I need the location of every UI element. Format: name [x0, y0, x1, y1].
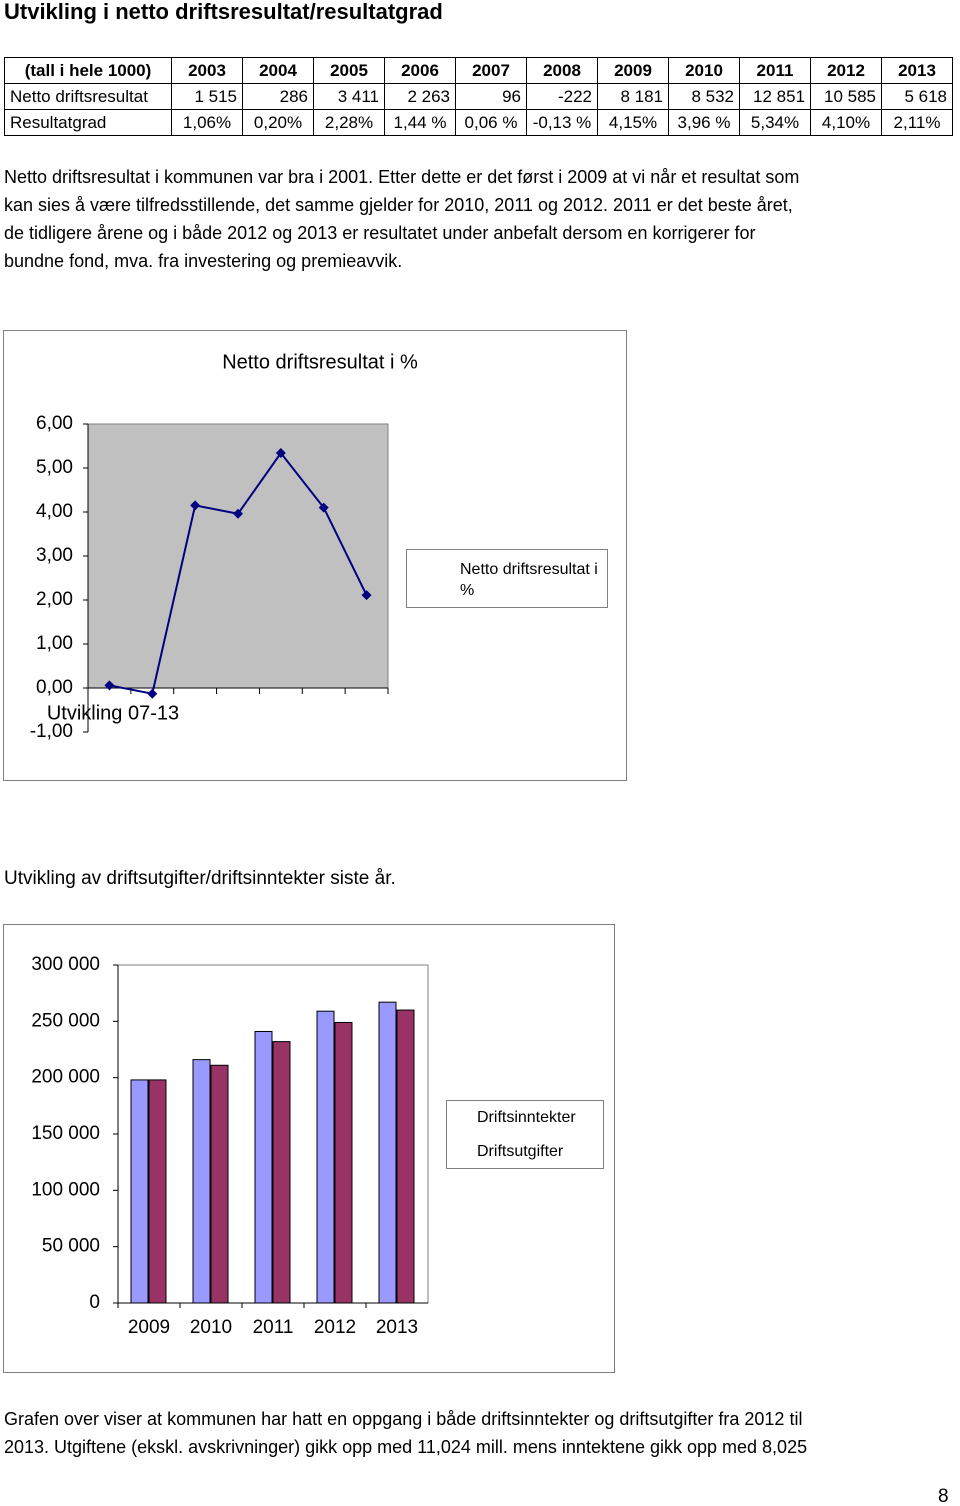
marker [361, 590, 372, 601]
table-cell: 4,10% [810, 109, 882, 136]
table-header-row: (tall i hele 1000) 2003 2004 2005 2006 2007 20… [4, 57, 953, 84]
header-cell: 2007 [455, 57, 527, 84]
marker [318, 502, 329, 513]
header-cell: 2003 [171, 57, 243, 84]
marker [275, 448, 286, 459]
text-line: de tidligere årene og i både 2012 og 201… [4, 223, 756, 243]
table-cell: 4,15% [597, 109, 669, 136]
y-tick-label: 0 [89, 1292, 100, 1313]
caption: Utvikling av driftsutgifter/driftsinntek… [4, 868, 396, 889]
table-cell: Netto driftsresultat [4, 83, 172, 110]
text-line: bundne fond, mva. fra investering og pre… [4, 251, 403, 271]
table-cell: 1,44 % [384, 109, 456, 136]
table-cell: 1,06% [171, 109, 243, 136]
bar [148, 1079, 167, 1304]
y-tick-label: 5,00 [36, 457, 73, 478]
table-cell: 2 263 [384, 83, 456, 110]
y-tick-label: 100 000 [31, 1179, 100, 1200]
table-cell: 3,96 % [668, 109, 740, 136]
table-cell: 10 585 [810, 83, 882, 110]
header-cell: 2011 [739, 57, 811, 84]
bar [316, 1010, 335, 1304]
header-cell: 2012 [810, 57, 882, 84]
y-tick-label: -1,00 [30, 721, 73, 742]
y-tick-label: 150 000 [31, 1123, 100, 1144]
x-tick-label: 2011 [253, 1317, 294, 1338]
legend-label: Driftsutgifter [477, 1143, 564, 1160]
y-tick-label: 2,00 [36, 589, 73, 610]
header-cell: (tall i hele 1000) [4, 57, 172, 84]
x-axis-label: Utvikling 07-13 [47, 702, 179, 724]
table-cell: 8 181 [597, 83, 669, 110]
table-cell: 2,28% [313, 109, 385, 136]
text-line: Grafen over viser at kommunen har hatt e… [4, 1409, 803, 1429]
paragraph: Netto driftsresultat i kommunen var bra … [4, 163, 799, 275]
legend-label: Netto driftsresultat i % [460, 561, 598, 599]
x-tick-label: 2013 [376, 1317, 418, 1338]
bar [396, 1009, 415, 1304]
marker [147, 688, 158, 699]
table-cell: -0,13 % [526, 109, 598, 136]
legend: Netto driftsresultat i % [406, 549, 608, 608]
bar [130, 1079, 149, 1304]
marker [104, 680, 115, 691]
header-cell: 2004 [242, 57, 314, 84]
table-cell: 3 411 [313, 83, 385, 110]
bar [210, 1064, 229, 1304]
table-row: Resultatgrad 1,06% 0,20% 2,28% 1,44 % 0,06 % -… [4, 109, 953, 136]
y-tick-label: 3,00 [36, 545, 73, 566]
chart-title: Netto driftsresultat i % [222, 351, 418, 373]
table-cell: 1 515 [171, 83, 243, 110]
chart-frame [3, 330, 627, 781]
y-tick-label: 250 000 [31, 1010, 100, 1031]
text-line: kan sies å være tilfredsstillende, det s… [4, 195, 793, 215]
legend: Driftsinntekter Driftsutgifter [446, 1100, 604, 1169]
header-cell: 2010 [668, 57, 740, 84]
header-cell: 2006 [384, 57, 456, 84]
bar [378, 1001, 397, 1304]
marker [190, 500, 201, 511]
table: (tall i hele 1000) 2003 2004 2005 2006 2007 20… [4, 57, 953, 136]
chart-frame [3, 924, 615, 1373]
text-line: Netto driftsresultat i kommunen var bra … [4, 167, 800, 187]
header-cell: 2013 [881, 57, 953, 84]
bar [334, 1021, 353, 1304]
table-cell: 12 851 [739, 83, 811, 110]
y-tick-label: 0,00 [36, 677, 73, 698]
page-number: 8 [938, 1486, 949, 1506]
title: Utvikling i netto driftsresultat/resulta… [4, 0, 443, 24]
x-tick-label: 2012 [314, 1317, 356, 1338]
y-tick-label: 1,00 [36, 633, 73, 654]
table-cell: 0,20% [242, 109, 314, 136]
x-tick-label: 2010 [190, 1317, 232, 1338]
paragraph: Grafen over viser at kommunen har hatt e… [4, 1405, 807, 1461]
table-cell: 2,11% [881, 109, 953, 136]
x-tick-label: 2009 [128, 1317, 170, 1338]
y-tick-label: 4,00 [36, 501, 73, 522]
bar [192, 1059, 211, 1304]
table-cell: 5,34% [739, 109, 811, 136]
table-row: Netto driftsresultat 1 515 286 3 411 2 263 96… [4, 83, 953, 110]
legend-label: Driftsinntekter [477, 1109, 576, 1126]
header-cell: 2008 [526, 57, 598, 84]
table-cell: Resultatgrad [4, 109, 172, 136]
bar [272, 1041, 291, 1304]
y-tick-label: 50 000 [42, 1236, 100, 1257]
marker [233, 508, 243, 519]
y-tick-label: 300 000 [31, 954, 100, 975]
y-tick-label: 200 000 [31, 1067, 100, 1088]
text-line: 2013. Utgiftene (ekskl. avskrivninger) g… [4, 1437, 808, 1457]
bar [254, 1030, 273, 1304]
plot-area [87, 423, 389, 689]
table-cell: 96 [455, 83, 527, 110]
y-tick-label: 6,00 [36, 413, 73, 434]
